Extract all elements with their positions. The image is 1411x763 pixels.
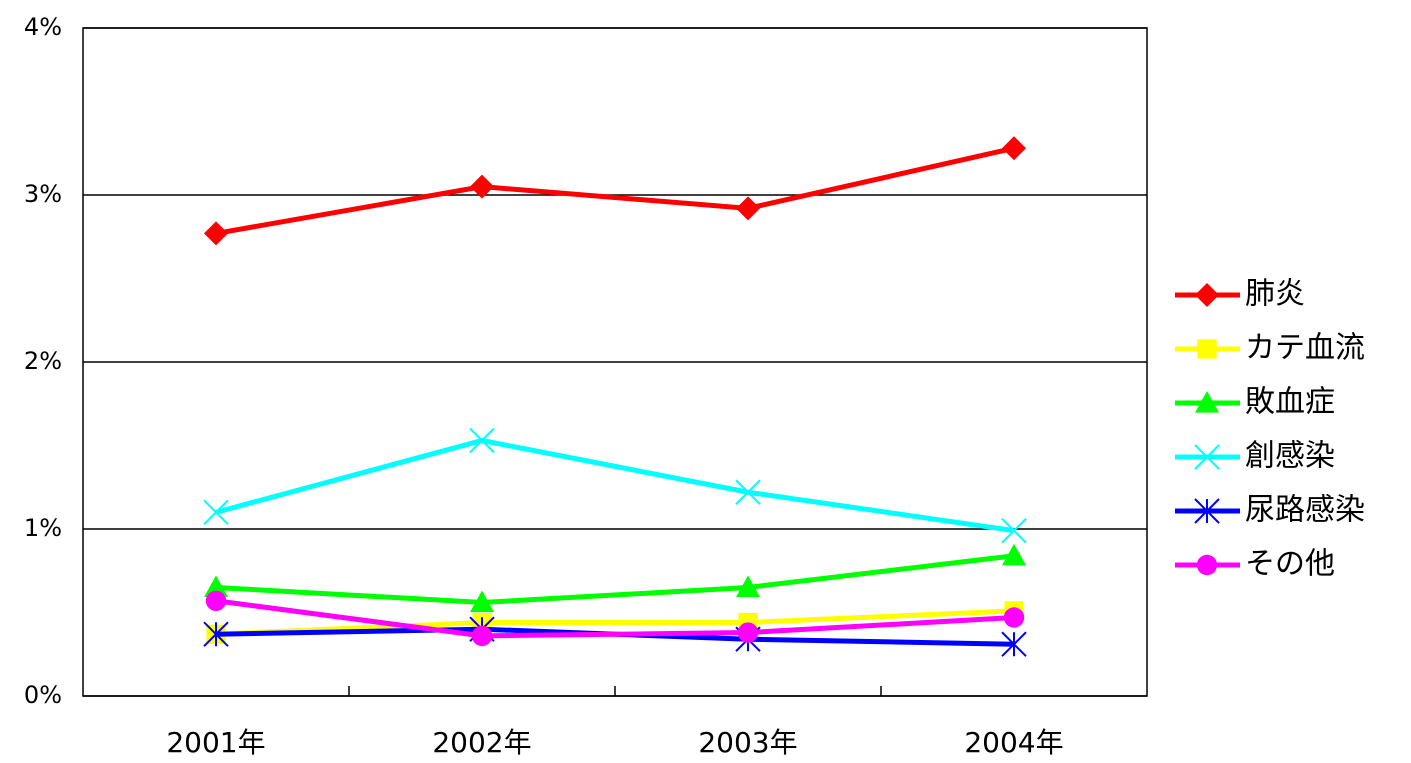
- y-tick-label: 4%: [24, 13, 62, 41]
- series-line: [215, 626, 1015, 647]
- legend-item: 敗血症: [1175, 385, 1335, 420]
- y-tick-label: 3%: [24, 180, 62, 208]
- legend-item: その他: [1175, 547, 1335, 582]
- marker: [1195, 391, 1219, 413]
- marker: [1196, 554, 1218, 576]
- marker: [470, 174, 494, 199]
- series-line: [215, 598, 1015, 639]
- marker: [203, 621, 229, 647]
- y-tick-label: 0%: [24, 681, 62, 709]
- legend-item: 肺炎: [1175, 277, 1305, 312]
- legend-label: 肺炎: [1245, 277, 1305, 312]
- marker: [1001, 517, 1027, 544]
- y-tick-label: 2%: [24, 347, 62, 375]
- series-line: [215, 553, 1015, 605]
- marker: [1195, 283, 1219, 307]
- marker: [1001, 631, 1027, 657]
- legend-label: 尿路感染: [1245, 493, 1365, 528]
- x-tick-label: 2004年: [964, 726, 1063, 759]
- marker: [737, 622, 759, 643]
- series: [203, 427, 1027, 544]
- marker: [469, 427, 495, 454]
- legend-label: 創感染: [1245, 439, 1335, 474]
- marker: [1002, 136, 1026, 161]
- legend-label: カテ血流: [1245, 331, 1365, 366]
- marker: [1003, 607, 1025, 628]
- marker: [471, 625, 493, 647]
- marker: [203, 499, 229, 526]
- x-tick-label: 2003年: [698, 726, 797, 759]
- series: [205, 590, 1025, 647]
- marker: [204, 221, 228, 246]
- legend-item: 尿路感染: [1175, 493, 1365, 528]
- marker: [204, 575, 228, 598]
- series-line: [215, 145, 1015, 236]
- marker: [735, 479, 761, 505]
- series-line: [215, 608, 1015, 637]
- marker: [736, 575, 760, 598]
- y-tick-label: 1%: [24, 514, 62, 542]
- series: [204, 543, 1026, 613]
- legend-item: カテ血流: [1175, 331, 1365, 366]
- marker: [205, 590, 227, 612]
- marker: [1197, 339, 1217, 359]
- legend-label: 敗血症: [1245, 385, 1335, 420]
- legend-item: 創感染: [1175, 439, 1335, 474]
- marker: [1002, 543, 1026, 566]
- marker: [470, 590, 494, 613]
- series: [204, 136, 1026, 246]
- marker: [736, 196, 760, 221]
- x-tick-label: 2002年: [432, 726, 531, 759]
- legend-label: その他: [1245, 547, 1335, 582]
- marker: [1194, 498, 1220, 524]
- series-line: [215, 437, 1015, 534]
- marker: [1194, 444, 1220, 470]
- x-tick-label: 2001年: [166, 726, 265, 759]
